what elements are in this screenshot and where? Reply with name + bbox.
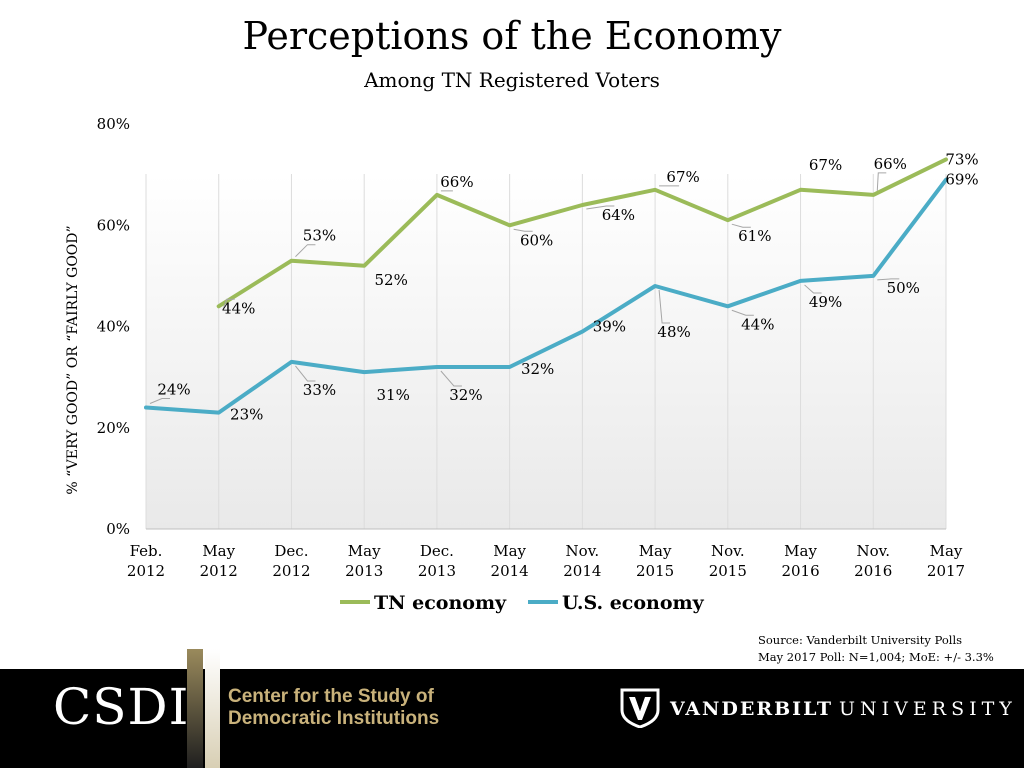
us-data-label: 48% — [657, 323, 690, 341]
x-tick-label: May 2016 — [781, 542, 819, 580]
x-tick-label: May 2013 — [345, 542, 383, 580]
category-gridlines — [145, 174, 947, 529]
csdi-name-line-1: Center for the Study of — [228, 686, 434, 707]
tn-data-label: 61% — [738, 227, 771, 245]
us-data-label: 23% — [230, 406, 263, 424]
data-labels: 44% 53% 52% 66% 60% 64% 67% 61% 67% 66% 73% 24% 23% 3… — [149, 150, 979, 424]
y-tick-label: 60% — [97, 216, 130, 234]
tn-data-label: 60% — [520, 231, 553, 249]
csdi-logo-bar — [187, 649, 203, 768]
x-axis-ticks: Feb. 2012 May 2012 Dec. 2012 May 2013 Dec. 2013 Ma… — [127, 542, 965, 580]
leader-line — [295, 244, 316, 258]
tn-data-label: 52% — [375, 271, 408, 289]
us-data-label: 39% — [593, 318, 626, 336]
csdi-name-line-2: Democratic Institutions — [228, 708, 440, 729]
tn-economy-line — [216, 157, 948, 309]
y-tick-label: 0% — [106, 520, 130, 538]
tn-data-label: 44% — [222, 299, 255, 317]
y-tick-label: 20% — [97, 419, 130, 437]
leader-line — [804, 284, 822, 294]
chart-subtitle: Among TN Registered Voters — [364, 68, 660, 92]
csdi-logo-bar-light — [205, 649, 220, 768]
leader-line — [222, 298, 235, 311]
x-tick-label: May 2014 — [491, 542, 529, 580]
x-tick-label: Nov. 2016 — [854, 542, 892, 580]
leader-line — [731, 223, 751, 228]
csdi-logo-mark: CSDI — [53, 678, 190, 736]
vanderbilt-wordmark: VANDERBILT UNIVERSITY — [670, 698, 1017, 720]
leader-line — [731, 309, 754, 316]
source-line-2: May 2017 Poll: N=1,004; MoE: +/- 3.3% — [758, 650, 994, 664]
leader-line — [876, 172, 887, 191]
leader-line — [658, 289, 671, 324]
tn-data-label: 66% — [440, 173, 473, 191]
x-tick-label: Dec. 2013 — [418, 542, 456, 580]
vu-wordmark-strong: VANDERBILT — [670, 698, 834, 720]
us-economy-line — [144, 177, 948, 415]
leader-line — [877, 278, 900, 281]
vu-wordmark-light: UNIVERSITY — [839, 698, 1017, 720]
tn-data-label: 64% — [602, 206, 635, 224]
tn-data-label: 67% — [809, 156, 842, 174]
leader-line — [440, 370, 462, 387]
y-axis-ticks: 0% 20% 40% 60% 80% — [97, 115, 130, 538]
footer-bar — [0, 669, 1024, 768]
source-line-1: Source: Vanderbilt University Polls — [758, 633, 963, 647]
us-data-label: 49% — [809, 293, 842, 311]
us-data-label: 44% — [741, 315, 774, 333]
legend-label: U.S. economy — [562, 592, 705, 614]
y-axis-label: % “VERY GOOD” OR “FAIRLY GOOD” — [65, 225, 81, 494]
y-tick-label: 40% — [97, 318, 130, 336]
us-data-label: 31% — [377, 386, 410, 404]
leader-line — [149, 398, 170, 404]
legend: TN economy U.S. economy — [340, 592, 705, 614]
leader-line — [295, 365, 316, 382]
leader-line — [513, 228, 533, 232]
us-data-label: 69% — [945, 171, 978, 189]
us-data-label: 32% — [449, 386, 482, 404]
x-tick-label: Nov. 2015 — [709, 542, 747, 580]
chart-title: Perceptions of the Economy — [242, 14, 782, 58]
tn-data-label: 73% — [945, 150, 978, 168]
x-tick-label: Feb. 2012 — [127, 542, 165, 580]
series-lines — [144, 157, 948, 415]
x-tick-label: May 2017 — [927, 542, 965, 580]
tn-data-label: 67% — [666, 168, 699, 186]
us-data-label: 50% — [887, 279, 920, 297]
y-tick-label: 80% — [97, 115, 130, 133]
legend-label: TN economy — [374, 592, 507, 614]
us-data-label: 24% — [157, 381, 190, 399]
tn-data-label: 53% — [303, 227, 336, 245]
us-data-label: 32% — [521, 360, 554, 378]
x-tick-label: Nov. 2014 — [563, 542, 601, 580]
x-tick-label: May 2015 — [636, 542, 674, 580]
us-data-label: 33% — [303, 381, 336, 399]
vanderbilt-shield-icon — [620, 688, 660, 728]
tn-data-label: 66% — [874, 155, 907, 173]
line-chart: 0% 20% 40% 60% 80% Feb. 2012 May 2012 Dec. 2012 Ma… — [65, 115, 979, 614]
x-tick-label: May 2012 — [200, 542, 238, 580]
x-tick-label: Dec. 2012 — [272, 542, 310, 580]
leader-line — [586, 205, 615, 210]
